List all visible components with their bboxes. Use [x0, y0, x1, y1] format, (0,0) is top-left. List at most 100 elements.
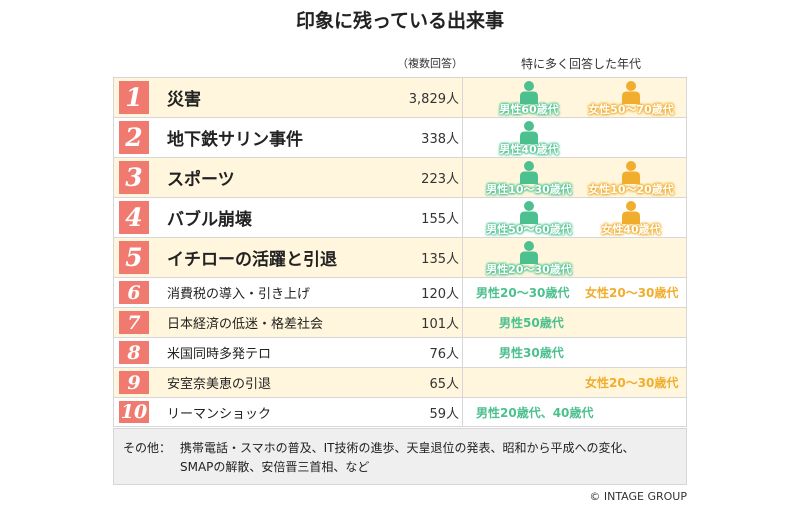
- event-name: リーマンショック: [167, 406, 272, 422]
- event-count: 59人: [429, 406, 459, 422]
- other-line-1: 携帯電話・スマホの普及、IT技術の進歩、天皇退位の発表、昭和から平成への変化、: [180, 441, 635, 455]
- chart-title: 印象に残っている出来事: [295, 10, 505, 32]
- table-row: 9 安室奈美恵の引退 65人 女性20～30歳代: [113, 367, 687, 397]
- column-divider: [462, 368, 463, 397]
- ranking-table: 1 災害 3,829人男性60歳代 女性50～70歳代 2 地下鉄サリン事件 338人男性4…: [113, 77, 687, 427]
- table-row: 10 リーマンショック 59人 男性20歳代、40歳代: [113, 397, 687, 427]
- male-age-label: 男性50～60歳代: [486, 223, 572, 236]
- table-row: 6 消費税の導入・引き上げ 120人 男性20～30歳代 女性20～30歳代: [113, 277, 687, 307]
- age-groups: 男性50～60歳代 女性40歳代: [463, 198, 686, 237]
- event-name: 災害: [167, 90, 201, 110]
- event-count: 223人: [421, 172, 459, 187]
- column-divider: [462, 338, 463, 367]
- event-name: スポーツ: [167, 170, 235, 190]
- event-name: 日本経済の低迷・格差社会: [167, 317, 324, 332]
- male-age-figure: 男性40歳代: [481, 120, 577, 156]
- male-person-icon: [520, 121, 538, 144]
- event-count: 3,829人: [408, 92, 459, 107]
- count-header: （複数回答）: [397, 57, 463, 70]
- age-groups: 男性40歳代: [463, 118, 686, 157]
- rank-badge: 6: [119, 281, 149, 304]
- rank-badge: 2: [119, 121, 149, 154]
- age-groups: 男性30歳代: [463, 338, 686, 367]
- column-divider: [462, 308, 463, 337]
- event-count: 338人: [421, 132, 459, 147]
- female-age-figure: 女性40歳代: [583, 200, 679, 236]
- age-header: 特に多く回答した年代: [520, 57, 641, 71]
- event-name: イチローの活躍と引退: [167, 250, 337, 270]
- male-age-label: 男性20～30歳代: [476, 286, 570, 300]
- event-name: 安室奈美恵の引退: [167, 377, 272, 392]
- table-row: 8 米国同時多発テロ 76人 男性30歳代: [113, 337, 687, 367]
- rank-badge: 9: [119, 371, 149, 394]
- male-age-figure: 男性20～30歳代: [481, 240, 577, 276]
- event-count: 135人: [421, 252, 459, 267]
- table-row: 1 災害 3,829人男性60歳代 女性50～70歳代: [113, 77, 687, 117]
- female-age-label: 女性20～30歳代: [585, 376, 679, 390]
- rank-badge: 1: [119, 81, 149, 114]
- age-groups: 男性20歳代、40歳代: [463, 398, 686, 426]
- event-name: 地下鉄サリン事件: [167, 130, 303, 150]
- male-age-label: 男性50歳代: [499, 316, 564, 330]
- other-label: その他：: [123, 441, 172, 455]
- table-row: 5 イチローの活躍と引退 135人男性20～30歳代: [113, 237, 687, 277]
- event-count: 120人: [421, 287, 459, 302]
- rank-badge: 10: [119, 401, 149, 423]
- column-divider: [462, 278, 463, 307]
- male-person-icon: [520, 201, 538, 224]
- age-groups: 男性20～30歳代: [463, 238, 686, 277]
- event-name: 米国同時多発テロ: [167, 347, 272, 362]
- female-age-label: 女性40歳代: [601, 223, 661, 236]
- male-age-label: 男性30歳代: [499, 346, 564, 360]
- event-count: 76人: [429, 347, 459, 362]
- column-divider: [462, 78, 463, 117]
- rank-badge: 4: [119, 201, 149, 234]
- male-age-label: 男性60歳代: [499, 103, 559, 116]
- male-age-label: 男性40歳代: [499, 143, 559, 156]
- rank-badge: 7: [119, 311, 149, 334]
- copyright-credit: © INTAGE GROUP: [589, 490, 687, 503]
- age-groups: 男性10～30歳代 女性10～20歳代: [463, 158, 686, 197]
- male-age-figure: 男性10～30歳代: [481, 160, 577, 196]
- table-row: 2 地下鉄サリン事件 338人男性40歳代: [113, 117, 687, 157]
- age-groups: 男性20～30歳代 女性20～30歳代: [463, 278, 686, 307]
- female-age-figure: 女性50～70歳代: [583, 80, 679, 116]
- column-divider: [462, 158, 463, 197]
- rank-badge: 3: [119, 161, 149, 194]
- table-row: 7 日本経済の低迷・格差社会 101人 男性50歳代: [113, 307, 687, 337]
- rank-badge: 5: [119, 241, 149, 274]
- female-age-label: 女性10～20歳代: [588, 183, 674, 196]
- age-groups: 女性20～30歳代: [463, 368, 686, 397]
- column-divider: [462, 238, 463, 277]
- female-age-label: 女性50～70歳代: [588, 103, 674, 116]
- event-count: 101人: [421, 317, 459, 332]
- age-groups: 男性60歳代 女性50～70歳代: [463, 78, 686, 117]
- column-divider: [462, 118, 463, 157]
- male-age-label: 男性10～30歳代: [486, 183, 572, 196]
- event-name: バブル崩壊: [167, 210, 252, 230]
- column-divider: [462, 198, 463, 237]
- female-person-icon: [622, 161, 640, 184]
- event-count: 155人: [421, 212, 459, 227]
- male-age-label: 男性20歳代、40歳代: [476, 405, 594, 420]
- female-person-icon: [622, 201, 640, 224]
- other-box: その他： 携帯電話・スマホの普及、IT技術の進歩、天皇退位の発表、昭和から平成へ…: [113, 428, 687, 485]
- female-age-figure: 女性10～20歳代: [583, 160, 679, 196]
- male-age-label: 男性20～30歳代: [486, 263, 572, 276]
- male-person-icon: [520, 81, 538, 104]
- male-person-icon: [520, 161, 538, 184]
- male-person-icon: [520, 241, 538, 264]
- table-row: 4 バブル崩壊 155人男性50～60歳代 女性40歳代: [113, 197, 687, 237]
- female-person-icon: [622, 81, 640, 104]
- age-groups: 男性50歳代: [463, 308, 686, 337]
- other-line-2: SMAPの解散、安倍晋三首相、など: [180, 460, 370, 474]
- female-age-label: 女性20～30歳代: [585, 286, 679, 300]
- column-divider: [462, 398, 463, 426]
- event-name: 消費税の導入・引き上げ: [167, 287, 311, 302]
- event-count: 65人: [429, 377, 459, 392]
- male-age-figure: 男性50～60歳代: [481, 200, 577, 236]
- male-age-figure: 男性60歳代: [481, 80, 577, 116]
- table-row: 3 スポーツ 223人男性10～30歳代 女性10～20歳代: [113, 157, 687, 197]
- rank-badge: 8: [119, 341, 149, 364]
- other-text: 携帯電話・スマホの普及、IT技術の進歩、天皇退位の発表、昭和から平成への変化、 …: [180, 439, 680, 477]
